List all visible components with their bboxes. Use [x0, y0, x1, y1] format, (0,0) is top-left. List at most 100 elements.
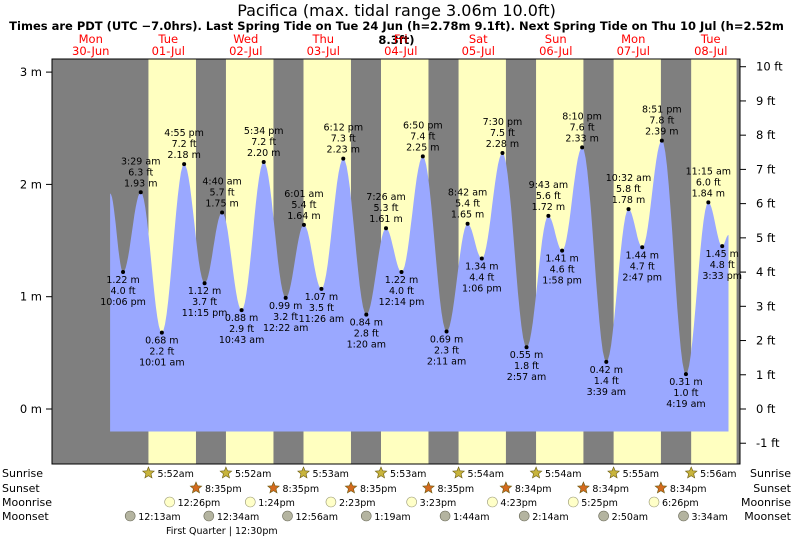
sunrise-time: 5:53am	[390, 469, 426, 480]
tide-label: 3:39 am	[587, 387, 626, 398]
tide-label: 2.20 m	[247, 148, 280, 159]
day-date: 07-Jul	[617, 44, 650, 58]
tide-label: 0.99 m	[269, 301, 302, 312]
moonset-icon	[203, 510, 215, 522]
high-tide-point	[580, 145, 585, 150]
day-date: 05-Jul	[462, 44, 495, 58]
day-date: 30-Jun	[72, 44, 109, 58]
moonrise-time: 4:23pm	[500, 498, 537, 509]
tide-label: 5.7 ft	[210, 187, 235, 198]
tide-label: 2.2 ft	[149, 347, 174, 358]
y-left-tick-label: 2 m	[20, 177, 42, 191]
moonrise-icon	[567, 496, 579, 508]
tide-label: 3.5 ft	[309, 303, 334, 314]
moonset-time: 1:44am	[453, 512, 489, 523]
y-left-tick-label: 1 m	[20, 290, 42, 304]
low-tide-point	[604, 359, 609, 364]
tide-label: 7.5 ft	[490, 128, 515, 139]
moonset-time: 12:56am	[296, 512, 338, 523]
tide-label: 2:57 am	[507, 372, 546, 383]
tide-label: 2:47 pm	[622, 272, 662, 283]
astro-row-label-right: Sunset	[753, 482, 791, 495]
sunset-time: 8:35pm	[205, 484, 242, 495]
tide-label: 12:22 am	[263, 323, 308, 334]
moonrise-time: 2:23pm	[339, 498, 376, 509]
tide-label: 0.84 m	[350, 318, 383, 329]
tide-label: 1.72 m	[532, 202, 565, 213]
y-right-tick-label: 6 ft	[756, 197, 776, 211]
tide-label: 1.8 ft	[514, 361, 539, 372]
tide-label: 0.42 m	[590, 365, 623, 376]
tide-label: 2.23 m	[327, 145, 360, 156]
sunset-icon	[267, 481, 280, 494]
sunrise-icon	[374, 466, 388, 479]
tide-label: 7:26 am	[366, 192, 405, 203]
tide-label: 1:06 pm	[462, 284, 502, 295]
tide-label: 11:26 am	[299, 314, 344, 325]
sunset-icon	[654, 481, 668, 494]
moonrise-icon	[648, 496, 660, 508]
tide-label: 6:50 pm	[403, 120, 443, 131]
day-date: 08-Jul	[694, 44, 727, 58]
low-tide-point	[560, 248, 565, 253]
y-right-tick-label: 8 ft	[756, 128, 776, 142]
tide-label: 2.39 m	[645, 127, 678, 138]
high-tide-point	[261, 159, 266, 164]
sunrise-icon	[297, 466, 310, 479]
tide-label: 7.8 ft	[649, 116, 674, 127]
high-tide-point	[384, 226, 389, 231]
moonrise-time: 1:24pm	[258, 498, 295, 509]
tide-label: 1.34 m	[465, 262, 498, 273]
moonrise-icon	[325, 496, 337, 508]
sunset-icon	[344, 481, 358, 494]
high-tide-point	[341, 156, 346, 161]
moonrise-icon	[164, 496, 175, 508]
tide-label: 2:11 am	[427, 357, 466, 368]
tide-label: 1:58 pm	[542, 276, 582, 287]
tide-label: 7.4 ft	[410, 131, 435, 142]
high-tide-point	[626, 207, 631, 212]
day-date: 06-Jul	[539, 44, 572, 58]
y-right-tick-label: 3 ft	[756, 299, 776, 313]
y-right-tick-label: 0 ft	[756, 402, 776, 416]
tide-label: 1.41 m	[545, 254, 578, 265]
low-tide-point	[364, 312, 369, 317]
sunrise-icon	[684, 466, 698, 479]
astro-row-label-left: Moonrise	[2, 496, 52, 509]
tide-label: 0.69 m	[430, 335, 463, 346]
tide-label: 1.65 m	[451, 210, 484, 221]
moonset-time: 2:50am	[612, 512, 648, 523]
tide-label: 1.12 m	[188, 286, 221, 297]
tide-label: 0.88 m	[225, 313, 258, 324]
tide-label: 8:51 pm	[642, 105, 682, 116]
tide-label: 1:20 am	[347, 340, 386, 351]
tide-label: 4:55 pm	[164, 128, 204, 139]
astro-row-label-left: Sunrise	[2, 467, 43, 480]
page-title: Pacifica (max. tidal range 3.06m 10.0ft)	[237, 1, 556, 20]
moonrise-icon	[244, 496, 256, 508]
moonset-time: 12:13am	[138, 512, 180, 523]
tide-label: 2.3 ft	[434, 346, 459, 357]
day-name: Thu	[311, 32, 334, 46]
tide-label: 5.4 ft	[455, 199, 480, 210]
tide-label: 7.2 ft	[172, 139, 197, 150]
low-tide-point	[399, 269, 404, 274]
tide-label: 7.2 ft	[251, 137, 276, 148]
high-tide-point	[420, 154, 425, 159]
low-tide-point	[444, 329, 449, 334]
tide-label: 1.22 m	[106, 275, 139, 286]
tide-area	[110, 140, 729, 432]
moonset-icon	[439, 510, 451, 522]
sunrise-time: 5:54am	[468, 469, 504, 480]
tide-label: 6.0 ft	[696, 177, 721, 188]
tide-label: 4.6 ft	[550, 265, 575, 276]
tide-label: 11:15 pm	[182, 308, 228, 319]
tide-label: 3:33 pm	[702, 271, 742, 282]
tide-label: 4.8 ft	[710, 260, 735, 271]
sunrise-icon	[141, 466, 155, 479]
day-name: Sun	[545, 32, 567, 46]
sunrise-icon	[607, 466, 621, 479]
tide-label: 4.7 ft	[630, 261, 655, 272]
moonset-icon	[518, 510, 530, 522]
